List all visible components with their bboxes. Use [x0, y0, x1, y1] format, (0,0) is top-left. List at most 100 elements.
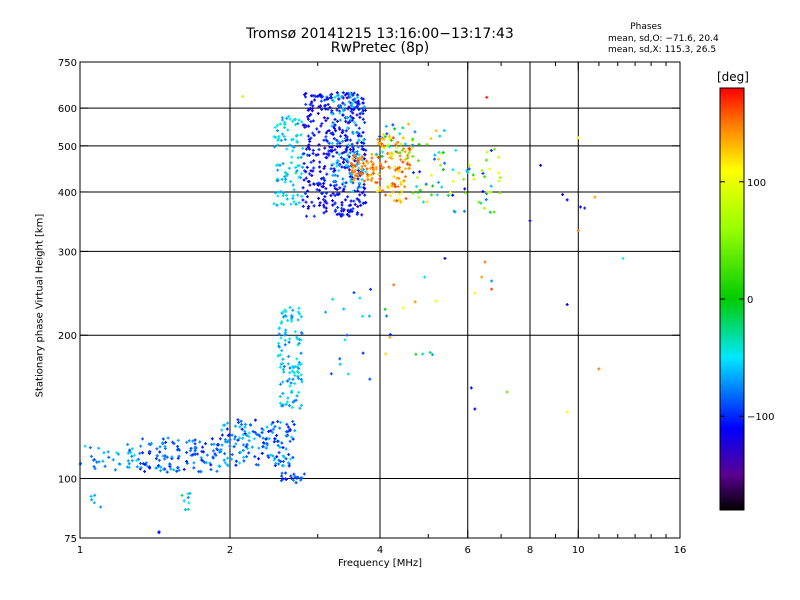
- echo-point: [387, 134, 391, 138]
- stats-title: Phases: [630, 22, 662, 32]
- echo-point: [339, 214, 343, 218]
- echo-point: [280, 441, 284, 445]
- echo-point: [390, 157, 394, 161]
- echo-point: [282, 333, 286, 337]
- echo-point: [294, 202, 298, 206]
- echo-point: [392, 283, 396, 287]
- echo-point: [300, 194, 304, 198]
- echo-point: [356, 95, 360, 99]
- echo-point: [380, 154, 384, 158]
- echo-point: [288, 117, 292, 121]
- echo-point: [441, 150, 445, 154]
- echo-point: [338, 357, 342, 361]
- echo-point: [161, 454, 165, 458]
- echo-point: [324, 209, 328, 213]
- echo-point: [352, 176, 356, 180]
- echo-point: [333, 123, 337, 127]
- echo-point: [307, 153, 311, 157]
- echo-point: [247, 435, 251, 439]
- echo-point: [343, 198, 347, 202]
- echo-point: [365, 172, 369, 176]
- echo-point: [226, 456, 230, 460]
- echo-point: [363, 193, 367, 197]
- echo-point: [351, 207, 355, 211]
- echo-point: [411, 154, 415, 158]
- echo-point: [293, 373, 297, 377]
- echo-point: [375, 189, 379, 193]
- echo-point: [306, 117, 310, 121]
- echo-point: [194, 447, 198, 451]
- echo-point: [276, 354, 280, 358]
- echo-point: [234, 424, 238, 428]
- echo-point: [398, 192, 402, 196]
- echo-point: [198, 440, 202, 444]
- echo-point: [299, 403, 303, 407]
- echo-point: [353, 97, 357, 101]
- echo-point: [208, 461, 212, 465]
- echo-point: [391, 136, 395, 140]
- echo-point: [155, 447, 159, 451]
- echo-point: [306, 134, 310, 138]
- echo-point: [337, 97, 341, 101]
- echo-point: [389, 183, 393, 187]
- echo-point: [287, 340, 291, 344]
- echo-point: [277, 326, 281, 330]
- echo-point: [299, 155, 303, 159]
- echo-point: [295, 357, 299, 361]
- echo-point: [485, 150, 489, 154]
- echo-point: [315, 188, 319, 192]
- echo-point: [337, 169, 341, 173]
- echo-point: [285, 197, 289, 201]
- echo-point: [280, 349, 284, 353]
- echo-point: [378, 177, 382, 181]
- echo-point: [327, 141, 331, 145]
- echo-point: [251, 429, 255, 433]
- echo-point: [371, 165, 375, 169]
- echo-point: [384, 352, 388, 356]
- echo-point: [345, 138, 349, 142]
- echo-point: [437, 150, 441, 154]
- colorbar-tick-label: 100: [747, 178, 766, 189]
- echo-point: [267, 437, 271, 441]
- echo-point: [212, 442, 216, 446]
- echo-point: [294, 123, 298, 127]
- echo-point: [233, 435, 237, 439]
- echo-point: [358, 296, 362, 300]
- echo-point: [301, 198, 305, 202]
- echo-point: [356, 175, 360, 179]
- echo-point: [498, 176, 502, 180]
- echo-point: [242, 459, 246, 463]
- echo-point: [325, 172, 329, 176]
- echo-point: [239, 419, 243, 423]
- echo-point: [308, 183, 312, 187]
- echo-point: [357, 139, 361, 143]
- echo-point: [127, 462, 131, 466]
- echo-point: [106, 450, 110, 454]
- echo-point: [378, 188, 382, 192]
- echo-point: [318, 165, 322, 169]
- echo-point: [463, 187, 467, 191]
- echo-point: [282, 135, 286, 139]
- echo-point: [386, 185, 390, 189]
- echo-point: [352, 120, 356, 124]
- echo-point: [353, 106, 357, 110]
- stats-x-mode: mean, sd,X: 115.3, 26.5: [608, 45, 717, 55]
- echo-point: [371, 162, 375, 166]
- echo-point: [320, 122, 324, 126]
- echo-point: [407, 151, 411, 155]
- echo-point: [341, 130, 345, 134]
- echo-point: [159, 465, 163, 469]
- echo-point: [230, 453, 234, 457]
- echo-point: [317, 148, 321, 152]
- echo-point: [278, 122, 282, 126]
- echo-point: [301, 186, 305, 190]
- echo-point: [345, 96, 349, 100]
- echo-point: [400, 148, 404, 152]
- echo-point: [355, 150, 359, 154]
- echo-point: [345, 116, 349, 120]
- echo-point: [311, 131, 315, 135]
- echo-point: [396, 167, 400, 171]
- echo-point: [280, 471, 284, 475]
- echo-point: [338, 186, 342, 190]
- echo-point: [275, 129, 279, 133]
